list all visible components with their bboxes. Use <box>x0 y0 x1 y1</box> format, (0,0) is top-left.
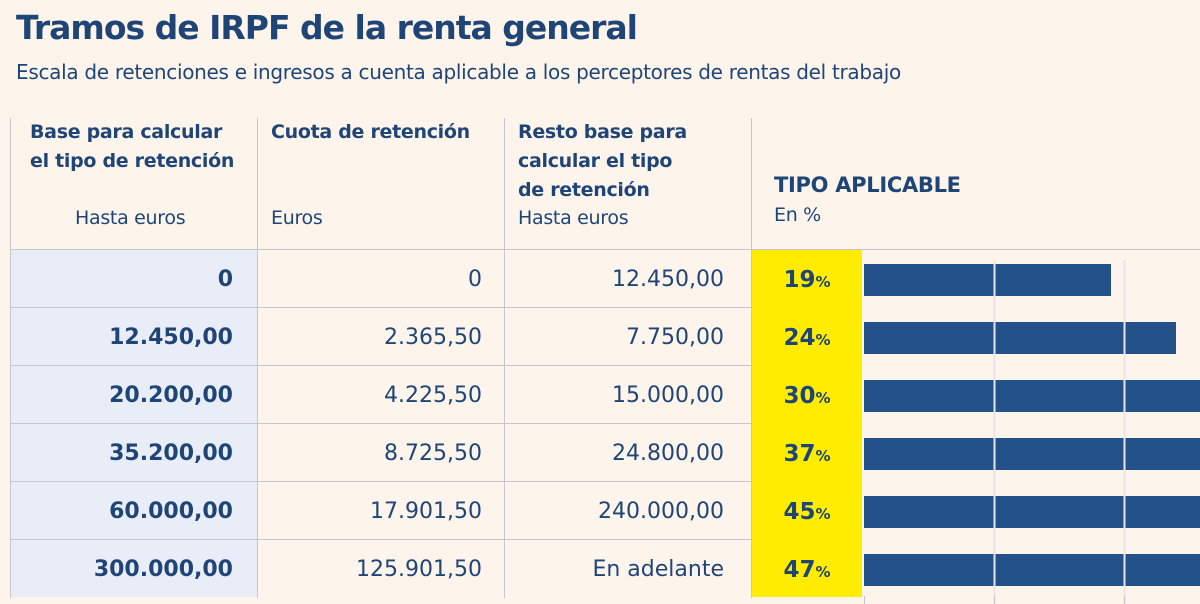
header-resto: Resto base para calcular el tipo de rete… <box>518 118 687 205</box>
cell-tipo: 45% <box>752 482 862 539</box>
cell-base: 35.200,00 <box>109 441 233 466</box>
tipo-unit: % <box>815 273 831 291</box>
header-cuota: Cuota de retención <box>271 121 470 143</box>
tipo-value: 30 <box>783 383 816 409</box>
row-divider <box>10 423 752 424</box>
table-border-left <box>10 118 11 598</box>
bar <box>864 380 1200 412</box>
header-base-line2: el tipo de retención <box>30 150 235 172</box>
column-divider <box>751 118 752 598</box>
cell-base: 300.000,00 <box>93 557 233 582</box>
rate-column-highlight <box>752 250 862 597</box>
bar <box>864 554 1200 586</box>
bar-chart-svg <box>864 260 1200 604</box>
cell-resto: 15.000,00 <box>612 383 724 408</box>
tipo-value: 37 <box>783 441 816 467</box>
cell-resto: 240.000,00 <box>598 499 724 524</box>
header-resto-unit: Hasta euros <box>518 207 629 229</box>
tipo-value: 45 <box>783 499 816 525</box>
cell-tipo: 37% <box>752 424 862 481</box>
column-divider <box>257 118 258 598</box>
cell-resto: 7.750,00 <box>626 325 724 350</box>
header-resto-line2: calcular el tipo <box>518 150 673 172</box>
cell-resto: En adelante <box>592 557 724 582</box>
bar <box>864 264 1111 296</box>
tipo-unit: % <box>815 447 831 465</box>
row-divider <box>10 307 752 308</box>
row-divider <box>10 365 752 366</box>
cell-base: 12.450,00 <box>109 325 233 350</box>
cell-tipo: 24% <box>752 308 862 365</box>
header-resto-line1: Resto base para <box>518 121 687 143</box>
row-divider <box>10 539 752 540</box>
cell-base: 60.000,00 <box>109 499 233 524</box>
bar <box>864 322 1176 354</box>
bar <box>864 496 1200 528</box>
header-cuota-unit: Euros <box>271 207 323 229</box>
cell-tipo: 19% <box>752 250 862 307</box>
chart-subtitle: Escala de retenciones e ingresos a cuent… <box>16 60 901 84</box>
header-resto-line3: de retención <box>518 179 650 201</box>
tipo-unit: % <box>815 563 831 581</box>
cell-cuota: 17.901,50 <box>370 499 482 524</box>
cell-cuota: 4.225,50 <box>384 383 482 408</box>
header-base-line1: Base para calcular <box>30 121 223 143</box>
header-base-unit: Hasta euros <box>75 207 186 229</box>
tipo-value: 24 <box>783 325 816 351</box>
cell-cuota: 0 <box>468 267 482 292</box>
cell-resto: 12.450,00 <box>612 267 724 292</box>
cell-base: 20.200,00 <box>109 383 233 408</box>
column-divider <box>504 118 505 598</box>
cell-base: 0 <box>217 267 233 292</box>
header-base: Base para calcular el tipo de retención <box>30 118 234 176</box>
cell-tipo: 47% <box>752 540 862 597</box>
cell-cuota: 125.901,50 <box>356 557 482 582</box>
tipo-value: 47 <box>783 557 816 583</box>
row-divider <box>10 481 752 482</box>
cell-cuota: 2.365,50 <box>384 325 482 350</box>
header-tipo: TIPO APLICABLE <box>774 173 961 197</box>
tipo-unit: % <box>815 389 831 407</box>
header-tipo-unit: En % <box>774 204 821 226</box>
bar <box>864 438 1200 470</box>
bar-chart <box>864 250 1200 604</box>
cell-tipo: 30% <box>752 366 862 423</box>
cell-cuota: 8.725,50 <box>384 441 482 466</box>
tipo-unit: % <box>815 331 831 349</box>
tipo-value: 19 <box>783 267 816 293</box>
cell-resto: 24.800,00 <box>612 441 724 466</box>
chart-title: Tramos de IRPF de la renta general <box>16 8 638 47</box>
header-divider <box>10 249 1200 250</box>
tipo-unit: % <box>815 505 831 523</box>
